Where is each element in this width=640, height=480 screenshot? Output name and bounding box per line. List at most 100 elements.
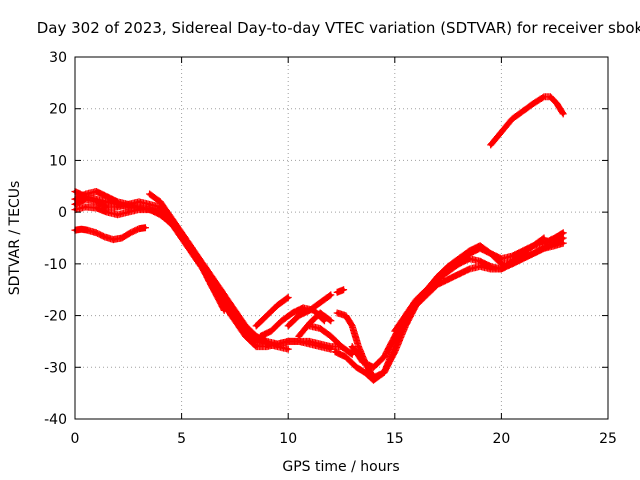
data-point [333, 350, 337, 354]
data-point [542, 95, 546, 99]
data-point [457, 272, 461, 276]
series-arc-7 [252, 294, 292, 330]
data-point [307, 324, 312, 328]
data-point [329, 293, 333, 297]
data-point [510, 259, 514, 263]
chart-title: Day 302 of 2023, Sidereal Day-to-day VTE… [37, 19, 640, 37]
data-point [393, 329, 397, 333]
data-point [350, 345, 354, 349]
data-point [335, 290, 339, 294]
data-point [457, 262, 461, 266]
data-point [269, 329, 273, 333]
series-markers [71, 224, 149, 244]
data-point [542, 241, 546, 245]
data-point [307, 339, 312, 344]
data-point [297, 339, 301, 344]
series-arc-9 [284, 291, 335, 330]
data-point [499, 262, 503, 266]
series-markers [71, 195, 228, 314]
data-point [290, 311, 295, 315]
data-point [531, 244, 535, 248]
data-point [403, 319, 408, 323]
data-point [148, 207, 152, 212]
data-point [446, 264, 450, 269]
y-tick-label: 10 [49, 153, 67, 169]
data-point [356, 345, 361, 349]
data-point [94, 200, 98, 204]
data-point [435, 282, 440, 287]
data-point [105, 205, 109, 209]
data-point [94, 231, 98, 235]
x-tick-label: 5 [177, 431, 186, 447]
y-tick-label: -30 [44, 360, 67, 376]
data-point [84, 192, 88, 196]
data-point [542, 236, 546, 240]
data-point [211, 288, 216, 292]
y-tick-label: -20 [44, 309, 67, 325]
data-point [190, 246, 194, 250]
data-point [531, 101, 535, 106]
data-point [94, 189, 98, 194]
data-point [521, 109, 525, 113]
axis-ticks: 0 5 10 15 20 25 -40 -30 -20 -10 0 10 20 30 [44, 50, 617, 447]
data-point [510, 254, 514, 258]
data-point [335, 311, 339, 315]
data-point [329, 334, 333, 338]
data-point [478, 244, 482, 248]
data-point [339, 345, 344, 349]
data-point [553, 236, 557, 240]
data-point [322, 319, 327, 323]
series-arc-6 [146, 190, 250, 335]
data-point [329, 345, 333, 349]
y-tick-label: 0 [58, 205, 67, 221]
x-axis-title: GPS time / hours [282, 459, 399, 475]
data-point [371, 365, 376, 369]
data-point [561, 241, 565, 245]
data-point [342, 288, 346, 292]
data-point [126, 210, 130, 214]
y-axis-title: SDTVAR / TECUs [7, 181, 23, 296]
data-point [148, 202, 152, 206]
data-point [128, 231, 133, 235]
data-point [499, 267, 503, 271]
data-point [126, 202, 130, 206]
data-point [275, 345, 280, 349]
data-point [286, 295, 290, 300]
data-point [254, 345, 258, 349]
data-point [553, 241, 557, 245]
data-point [318, 301, 322, 305]
data-point [499, 257, 503, 261]
data-point [211, 277, 216, 281]
data-point [548, 95, 553, 99]
data-point [105, 210, 109, 214]
data-point [180, 231, 184, 235]
data-point [233, 313, 237, 318]
data-point [297, 313, 301, 318]
y-tick-label: 30 [49, 50, 67, 66]
data-point [435, 275, 440, 279]
data-point [143, 226, 147, 230]
data-point [307, 308, 312, 312]
data-point [354, 365, 359, 369]
data-point [414, 298, 418, 302]
data-point [258, 334, 263, 338]
data-point [265, 342, 269, 346]
data-point [301, 306, 305, 310]
x-tick-label: 15 [386, 431, 404, 447]
data-point [116, 205, 120, 209]
data-point [382, 370, 386, 375]
data-point [344, 355, 348, 359]
data-point [84, 197, 88, 201]
data-point [286, 324, 290, 328]
data-point [116, 200, 120, 204]
data-point [318, 342, 322, 346]
data-point [116, 213, 120, 217]
data-point [103, 235, 107, 239]
data-point [137, 200, 141, 204]
series-markers [252, 294, 292, 330]
data-point [280, 319, 284, 323]
series-arc-19 [487, 93, 567, 149]
data-point [318, 326, 322, 331]
data-point [561, 236, 565, 240]
